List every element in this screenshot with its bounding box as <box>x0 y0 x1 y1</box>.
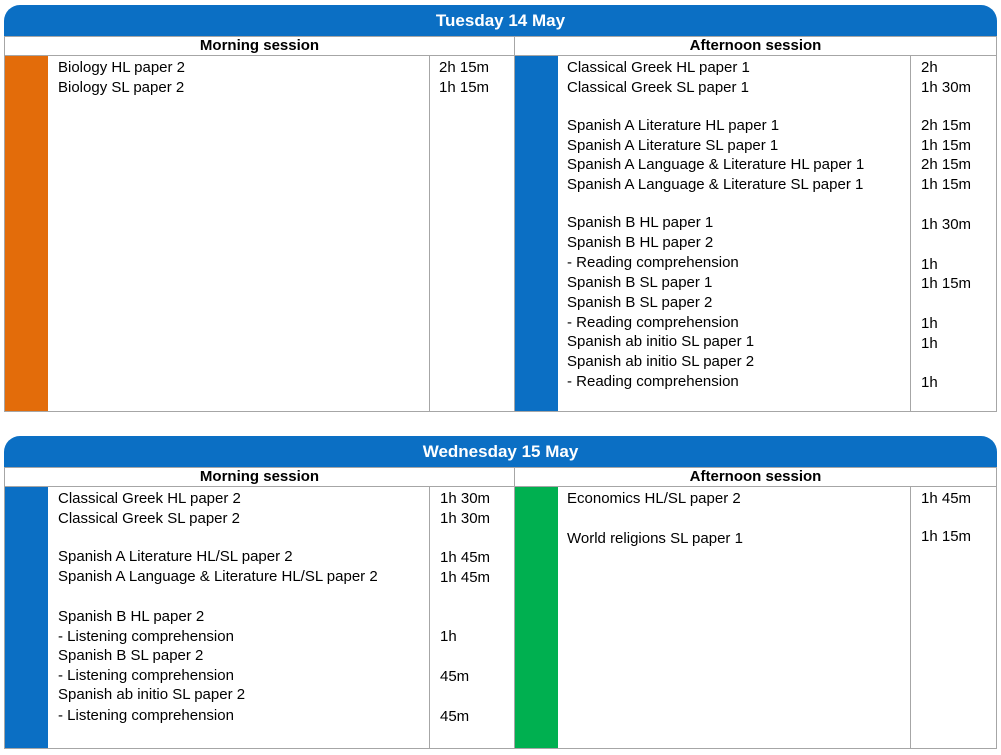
exam-subject: Spanish A Language & Literature SL paper… <box>567 176 864 193</box>
exam-subject: World religions SL paper 1 <box>567 530 743 547</box>
day-block-wednesday: Wednesday 15 May Morning session Afterno… <box>4 436 997 749</box>
exam-subject: Classical Greek SL paper 1 <box>567 79 750 96</box>
exam-subject: Spanish ab initio SL paper 1 <box>567 333 755 350</box>
exam-duration: 1h 15m <box>921 137 972 154</box>
exam-subject: Spanish A Literature HL/SL paper 2 <box>58 548 293 565</box>
exam-duration: 1h 45m <box>440 549 491 566</box>
exam-duration: 1h <box>921 315 938 332</box>
exam-subject: Biology HL paper 2 <box>58 59 186 76</box>
exam-subject: Classical Greek HL paper 2 <box>58 490 241 507</box>
afternoon-subject-column <box>514 486 911 749</box>
exam-subject: Biology SL paper 2 <box>58 79 185 96</box>
subject-group-color-bar <box>5 487 48 748</box>
exam-subject: Classical Greek HL paper 1 <box>567 59 750 76</box>
exam-duration: 2h <box>921 59 938 76</box>
exam-duration: 1h 15m <box>921 275 972 292</box>
exam-duration: 1h <box>440 628 457 645</box>
exam-duration: 1h 30m <box>921 216 972 233</box>
exam-duration: 1h <box>921 256 938 273</box>
exam-subject: Spanish A Language & Literature HL paper… <box>567 156 865 173</box>
exam-subject: Spanish A Literature HL paper 1 <box>567 117 780 134</box>
day-header: Tuesday 14 May <box>4 5 997 36</box>
day-header: Wednesday 15 May <box>4 436 997 467</box>
exam-subject: Spanish B SL paper 2 <box>567 294 713 311</box>
exam-duration: 1h 30m <box>440 510 491 527</box>
exam-duration: 1h <box>921 335 938 352</box>
exam-subject: Spanish B SL paper 1 <box>567 274 713 291</box>
morning-subject-column <box>4 486 430 749</box>
session-heading-morning: Morning session <box>4 467 515 487</box>
exam-subject: Spanish B SL paper 2 <box>58 647 204 664</box>
day-block-tuesday: Tuesday 14 May Morning session Afternoon… <box>4 5 997 412</box>
exam-subject: Spanish A Language & Literature HL/SL pa… <box>58 568 378 585</box>
exam-subject: - Listening comprehension <box>58 628 234 645</box>
morning-subject-column <box>4 55 430 412</box>
afternoon-subject-column <box>514 55 911 412</box>
exam-subject: Spanish B HL paper 2 <box>567 234 714 251</box>
exam-duration: 2h 15m <box>439 59 490 76</box>
exam-subject: - Reading comprehension <box>567 254 739 271</box>
exam-duration: 1h 15m <box>439 79 490 96</box>
exam-duration: 1h <box>921 374 938 391</box>
exam-subject: Spanish ab initio SL paper 2 <box>567 353 755 370</box>
exam-duration: 1h 30m <box>440 490 491 507</box>
exam-subject: Economics HL/SL paper 2 <box>567 490 741 507</box>
exam-subject: - Listening comprehension <box>58 667 234 684</box>
exam-duration: 45m <box>440 708 470 725</box>
exam-subject: - Reading comprehension <box>567 314 739 331</box>
exam-duration: 1h 45m <box>921 490 972 507</box>
exam-duration: 2h 15m <box>921 156 972 173</box>
subject-group-color-bar <box>515 487 558 748</box>
exam-subject: Spanish ab initio SL paper 2 <box>58 686 246 703</box>
exam-duration: 1h 15m <box>921 176 972 193</box>
exam-duration: 1h 45m <box>440 569 491 586</box>
exam-subject: Spanish B HL paper 1 <box>567 214 714 231</box>
afternoon-duration-column <box>910 486 997 749</box>
session-heading-afternoon: Afternoon session <box>514 467 997 487</box>
exam-duration: 1h 30m <box>921 79 972 96</box>
exam-subject: Spanish A Literature SL paper 1 <box>567 137 779 154</box>
afternoon-duration-column <box>910 55 997 412</box>
exam-subject: Spanish B HL paper 2 <box>58 608 205 625</box>
exam-duration: 2h 15m <box>921 117 972 134</box>
session-heading-afternoon: Afternoon session <box>514 36 997 56</box>
exam-duration: 45m <box>440 668 470 685</box>
subject-group-color-bar <box>5 56 48 411</box>
exam-subject: - Reading comprehension <box>567 373 739 390</box>
exam-subject: Classical Greek SL paper 2 <box>58 510 241 527</box>
exam-duration: 1h 15m <box>921 528 972 545</box>
exam-subject: - Listening comprehension <box>58 707 234 724</box>
subject-group-color-bar <box>515 56 558 411</box>
morning-duration-column <box>429 55 515 412</box>
session-heading-morning: Morning session <box>4 36 515 56</box>
